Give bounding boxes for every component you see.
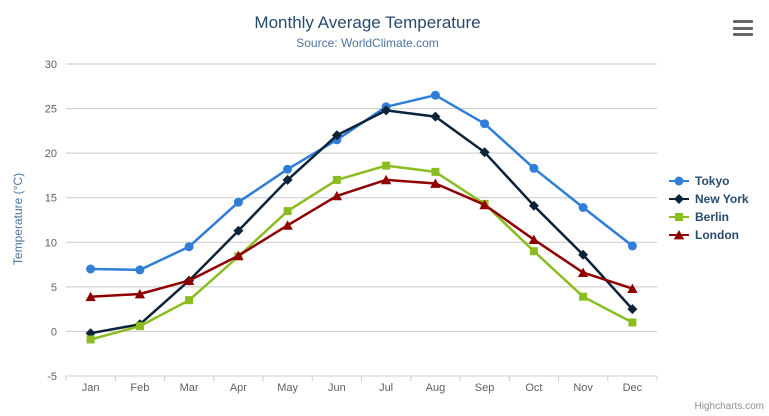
svg-text:Jun: Jun [328, 382, 346, 394]
series-tokyo[interactable] [86, 90, 637, 275]
legend-item-tokyo[interactable]: Tokyo [668, 174, 749, 188]
legend-label: Tokyo [695, 174, 730, 188]
svg-text:25: 25 [45, 104, 57, 116]
svg-text:Jan: Jan [82, 382, 100, 394]
svg-text:Mar: Mar [180, 382, 199, 394]
svg-text:Sep: Sep [475, 382, 495, 394]
svg-text:-5: -5 [47, 371, 57, 383]
y-gridlines [66, 63, 657, 377]
svg-text:10: 10 [45, 237, 57, 249]
chart-subtitle: Source: WorldClimate.com [296, 36, 439, 50]
svg-text:30: 30 [45, 59, 57, 71]
legend-item-new-york[interactable]: New York [668, 192, 749, 206]
chart-title: Monthly Average Temperature [254, 13, 481, 32]
legend-marker-diamond-icon [669, 194, 689, 204]
legend-marker-square-icon [669, 213, 689, 221]
legend-item-berlin[interactable]: Berlin [668, 210, 749, 224]
x-axis-labels: Jan Feb Mar Apr May Jun Jul Aug Sep Oct Nov Dec [82, 382, 643, 394]
legend-item-london[interactable]: London [668, 228, 749, 242]
svg-text:Jul: Jul [379, 382, 393, 394]
y-axis-labels: -5 0 5 10 15 20 25 30 [45, 59, 57, 383]
svg-text:Dec: Dec [623, 382, 643, 394]
export-menu-button[interactable] [732, 19, 754, 37]
legend-marker-triangle-icon [669, 230, 689, 240]
svg-text:0: 0 [51, 326, 57, 338]
y-axis-title: Temperature (°C) [11, 172, 25, 266]
legend: Tokyo New York Berlin London [668, 174, 749, 246]
series-new-york[interactable] [85, 105, 638, 339]
svg-text:May: May [277, 382, 298, 394]
legend-marker-circle-icon [669, 176, 689, 186]
legend-label: London [695, 228, 739, 242]
svg-text:20: 20 [45, 148, 57, 160]
hamburger-icon [733, 33, 753, 36]
hamburger-icon [733, 26, 753, 30]
svg-text:Feb: Feb [130, 382, 149, 394]
svg-text:Oct: Oct [525, 382, 542, 394]
svg-text:5: 5 [51, 282, 57, 294]
svg-text:Nov: Nov [573, 382, 593, 394]
svg-text:15: 15 [45, 193, 57, 205]
series-london[interactable] [85, 174, 638, 302]
x-axis [65, 375, 658, 381]
legend-label: New York [695, 192, 749, 206]
svg-text:Apr: Apr [230, 382, 247, 394]
svg-text:Aug: Aug [426, 382, 446, 394]
hamburger-icon [733, 20, 753, 23]
legend-label: Berlin [695, 210, 730, 224]
credits-link[interactable]: Highcharts.com [694, 401, 764, 412]
